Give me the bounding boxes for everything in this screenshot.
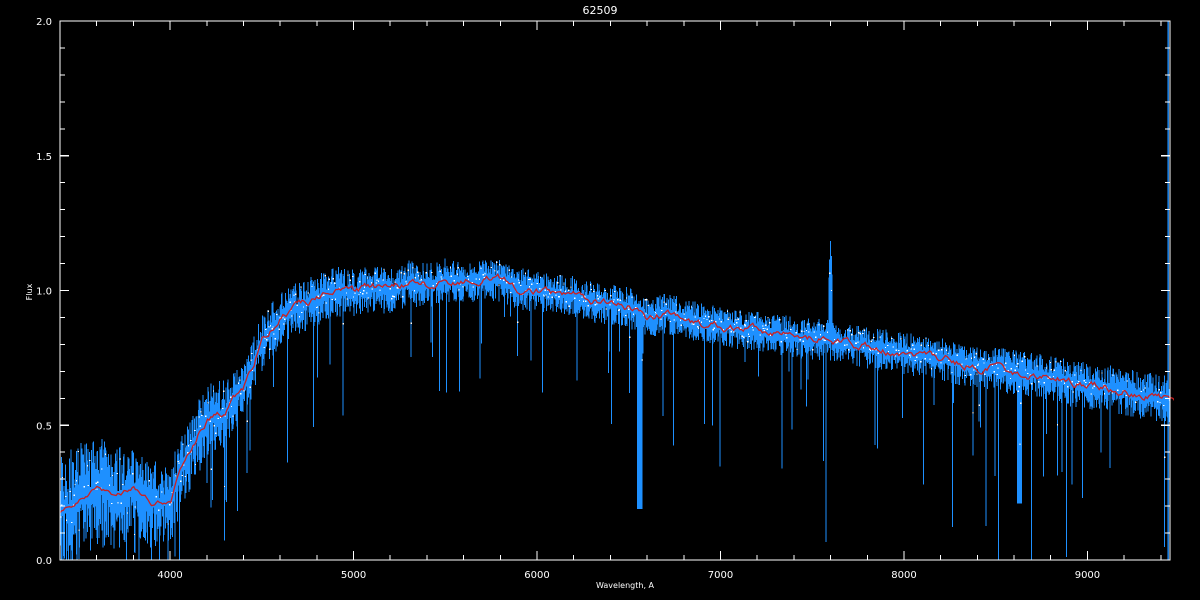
x-tick-label: 8000 xyxy=(891,570,916,581)
plot-title: 62509 xyxy=(583,4,618,17)
x-tick-label: 9000 xyxy=(1075,570,1100,581)
x-tick-label: 6000 xyxy=(524,570,549,581)
y-tick-label: 2.0 xyxy=(36,17,52,28)
y-axis-label: Flux xyxy=(25,283,34,300)
x-tick-label: 5000 xyxy=(341,570,366,581)
y-tick-label: 1.5 xyxy=(36,152,52,163)
x-axis-label: Wavelength, A xyxy=(596,581,655,590)
y-tick-label: 1.0 xyxy=(36,287,52,298)
y-tick-label: 0.5 xyxy=(36,421,52,432)
x-tick-label: 7000 xyxy=(708,570,733,581)
axis-tick-labels: 4000 5000 6000 7000 8000 9000 0.0 0.5 1.0 1.5 2.0 xyxy=(36,17,1100,581)
axis-ticks xyxy=(59,20,1170,561)
y-tick-label: 0.0 xyxy=(36,556,52,567)
data-layer xyxy=(60,21,1174,560)
x-tick-label: 4000 xyxy=(157,570,182,581)
